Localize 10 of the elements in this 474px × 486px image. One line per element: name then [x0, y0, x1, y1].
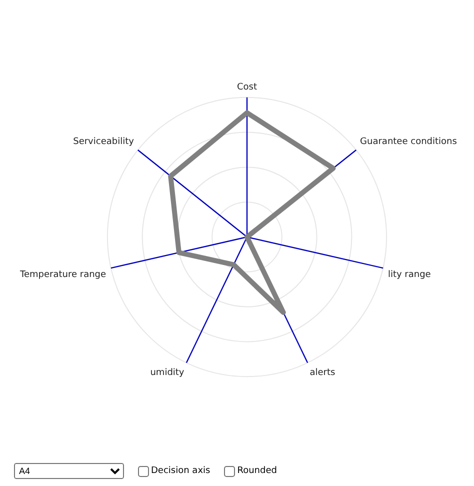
- spoke-label: Serviceability: [73, 136, 135, 147]
- spoke-label: alerts: [310, 368, 336, 378]
- text: Rounded: [237, 466, 277, 476]
- spoke-label: Cost: [236, 82, 258, 92]
- spoke-label: Temperature range: [18, 270, 106, 280]
- spoke-label: Guarantee conditions: [360, 136, 458, 147]
- text: A4: [14, 463, 124, 479]
- text: Decision axis: [151, 466, 210, 476]
- spoke-label: umidity: [150, 368, 185, 378]
- spoke-label: lity range: [388, 270, 432, 280]
